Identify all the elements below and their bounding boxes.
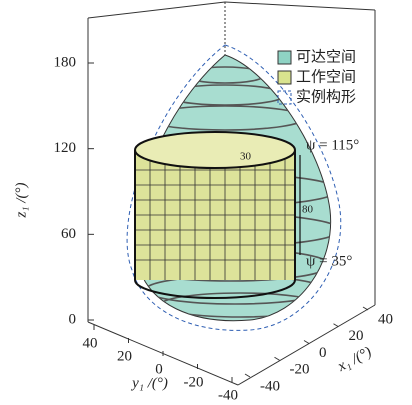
work-space [134, 131, 296, 299]
y-tick-label: -20 [184, 374, 204, 390]
annotation: ψ = 35° [306, 253, 352, 269]
x-tick-label: -40 [260, 378, 280, 394]
y-tick-label: -40 [218, 387, 238, 400]
legend-swatch [277, 70, 292, 85]
legend-swatch [277, 50, 292, 65]
x-axis-label: x₁ /(°) [334, 344, 374, 375]
legend-label: 可达空间 [296, 48, 356, 65]
x-tick [274, 356, 280, 361]
x-tick [303, 340, 310, 344]
z-axis-label: z₁ /(°) [13, 183, 29, 219]
x-tick-label: -20 [290, 362, 310, 378]
x-tick [244, 373, 251, 378]
annotation: ψ = 115° [306, 137, 359, 153]
y-axis-label: y₁ /(°) [130, 375, 168, 391]
legend-label: 工作空间 [296, 68, 356, 85]
x-tick-label: 20 [349, 328, 364, 344]
z-tick-label: 0 [69, 311, 77, 327]
legend-swatch [277, 90, 292, 105]
z-tick-label: 60 [61, 226, 76, 242]
annotation: 80 [302, 204, 314, 216]
x-tick-label: 0 [319, 345, 327, 361]
legend-label: 实例构形 [296, 88, 356, 105]
z-tick-label: 120 [54, 140, 77, 156]
y-tick-label: 40 [83, 335, 98, 351]
x-tick [333, 323, 339, 328]
y-tick-label: 0 [155, 361, 163, 377]
annotation: 30 [240, 151, 252, 163]
y-tick-label: 20 [117, 348, 132, 364]
z-tick-label: 180 [54, 54, 77, 70]
x-tick [362, 306, 369, 311]
x-tick-label: 40 [378, 311, 393, 327]
